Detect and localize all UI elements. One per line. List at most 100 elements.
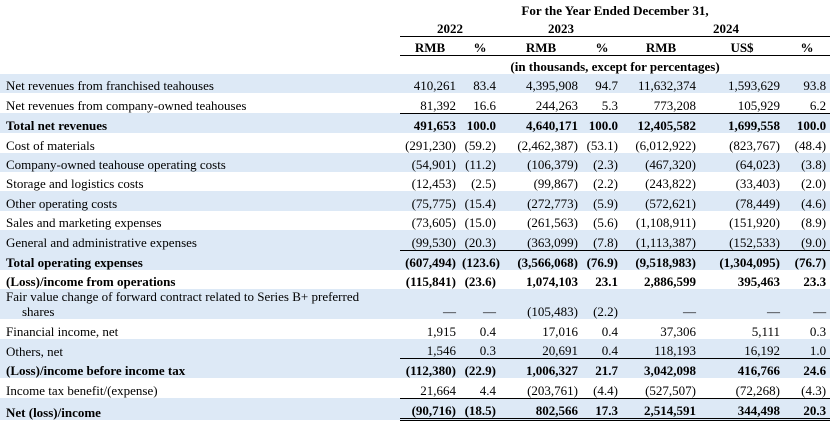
cell-value: (527,507) [645, 382, 696, 398]
cell-value: 17,016 [542, 323, 578, 339]
unit: RMB [622, 36, 700, 56]
cell-value: 6.2 [809, 97, 827, 113]
cell-value: (115,841) [405, 274, 456, 290]
row-label: Cost of materials [6, 137, 95, 153]
cell-value: (291,230) [405, 137, 456, 153]
unit-note: (in thousands, except for percentages) [510, 59, 720, 74]
cell-value: (59.2) [464, 137, 496, 153]
cell-value: (76.9) [582, 249, 622, 270]
cell-value: 24.6 [784, 358, 830, 379]
cell-value: (467,320) [622, 152, 700, 172]
row-label: Company-owned teahouse operating costs [0, 152, 400, 172]
table-row: Fair value change of forward contract re… [0, 289, 830, 320]
cell-value: 4,640,171 [500, 112, 582, 134]
table-row: Financial income, net 1,915 0.4 17,016 0.4 37… [0, 319, 830, 339]
cell-value: (1,108,911) [635, 215, 696, 231]
cell-value: — [784, 289, 830, 320]
cell-value: (261,563) [527, 215, 578, 231]
cell-value: 21,664 [420, 382, 456, 398]
cell-value: (2,462,387) [517, 137, 578, 153]
table-row: Income tax benefit/(expense) 21,664 4.4 (20… [0, 378, 830, 398]
cell-value: 0.4 [479, 323, 496, 339]
year: 2024 [622, 18, 830, 37]
cell-value: (105,483) [500, 289, 582, 320]
table-row: Net revenues from franchised teahouses 41… [0, 74, 830, 94]
cell-value: (99,867) [533, 176, 578, 192]
cell-value: (15.4) [460, 191, 500, 211]
cell-value: 1.0 [784, 338, 830, 359]
header-title: For the Year Ended December 31, [521, 3, 709, 18]
row-label: (Loss)/income from operations [6, 274, 176, 290]
unit: RMB [500, 36, 582, 56]
cell-value: (8.9) [801, 215, 827, 231]
table-row: Other operating costs (75,775) (15.4) (272,… [0, 191, 830, 211]
cell-value: (823,767) [729, 137, 780, 153]
cell-value: 105,929 [737, 97, 780, 113]
cell-value: 20.3 [784, 397, 830, 422]
table-row: Net (loss)/income (90,716) (18.5) 802,566 17… [0, 397, 830, 422]
cell-value: 0.4 [601, 323, 618, 339]
cell-value: (203,761) [527, 382, 578, 398]
cell-value: 11,632,374 [622, 74, 700, 94]
cell-value: (243,822) [645, 176, 696, 192]
cell-value: (363,099) [500, 230, 582, 251]
unit: % [784, 36, 830, 56]
cell-value: (2.5) [471, 176, 496, 192]
cell-value: 0.3 [809, 323, 827, 339]
cell-value: 2,886,599 [644, 274, 696, 290]
row-label: Net revenues from company-owned teahouse… [6, 98, 247, 114]
cell-value: (4.3) [801, 382, 827, 398]
cell-value: 5.3 [601, 97, 618, 113]
cell-value: (151,920) [729, 215, 780, 231]
cell-value: 5,111 [751, 323, 780, 339]
cell-value: (48.4) [794, 137, 827, 153]
cell-value: 23.3 [803, 274, 827, 290]
table-row: Total net revenues 491,653 100.0 4,640,171 1… [0, 112, 830, 134]
cell-value: (607,494) [400, 249, 460, 270]
row-label: Other operating costs [0, 191, 400, 211]
cell-value: 1,074,103 [526, 274, 578, 290]
cell-value: (3,566,068) [500, 249, 582, 270]
cell-value: (33,403) [735, 176, 780, 192]
cell-value: (1,304,095) [700, 249, 784, 270]
row-label: Sales and marketing expenses [6, 215, 162, 231]
cell-value: 344,498 [700, 397, 784, 422]
cell-value: (99,530) [400, 230, 460, 251]
cell-value: 0.4 [582, 338, 622, 359]
cell-value: (6,012,922) [635, 137, 696, 153]
table-row: Storage and logistics costs (12,453) (2.5)… [0, 172, 830, 191]
cell-value: 1,699,558 [700, 112, 784, 134]
cell-value: (5.6) [593, 215, 618, 231]
cell-value: — [400, 289, 460, 320]
table-row: Total operating expenses (607,494) (123.6)… [0, 249, 830, 270]
cell-value: 4,395,908 [500, 74, 582, 94]
cell-value: 3,042,098 [622, 358, 700, 379]
cell-value: 23.1 [595, 274, 618, 290]
table-row: Company-owned teahouse operating costs (5… [0, 152, 830, 172]
cell-value: 37,306 [660, 323, 696, 339]
cell-value: (9,518,983) [622, 249, 700, 270]
cell-value: (2.0) [801, 176, 827, 192]
cell-value: (54,901) [400, 152, 460, 172]
cell-value: 491,653 [400, 112, 460, 134]
cell-value: (72,268) [735, 382, 780, 398]
cell-value: 1,593,629 [700, 74, 784, 94]
cell-value: (2.2) [593, 176, 618, 192]
cell-value: (78,449) [700, 191, 784, 211]
cell-value: (3.8) [784, 152, 830, 172]
cell-value: 21.7 [582, 358, 622, 379]
cell-value: (73,605) [411, 215, 456, 231]
cell-value: 1,915 [426, 323, 456, 339]
table-row: Sales and marketing expenses (73,605) (15.… [0, 211, 830, 230]
cell-value: (76.7) [784, 249, 830, 270]
cell-value: (15.0) [464, 215, 496, 231]
cell-value: (152,533) [700, 230, 784, 251]
cell-value: 410,261 [400, 74, 460, 94]
cell-value: 81,392 [420, 97, 456, 113]
cell-value: (112,380) [400, 358, 460, 379]
cell-value: 118,193 [622, 338, 700, 359]
cell-value: (272,773) [500, 191, 582, 211]
cell-value: 1,546 [400, 338, 460, 359]
cell-value: 100.0 [460, 112, 500, 134]
